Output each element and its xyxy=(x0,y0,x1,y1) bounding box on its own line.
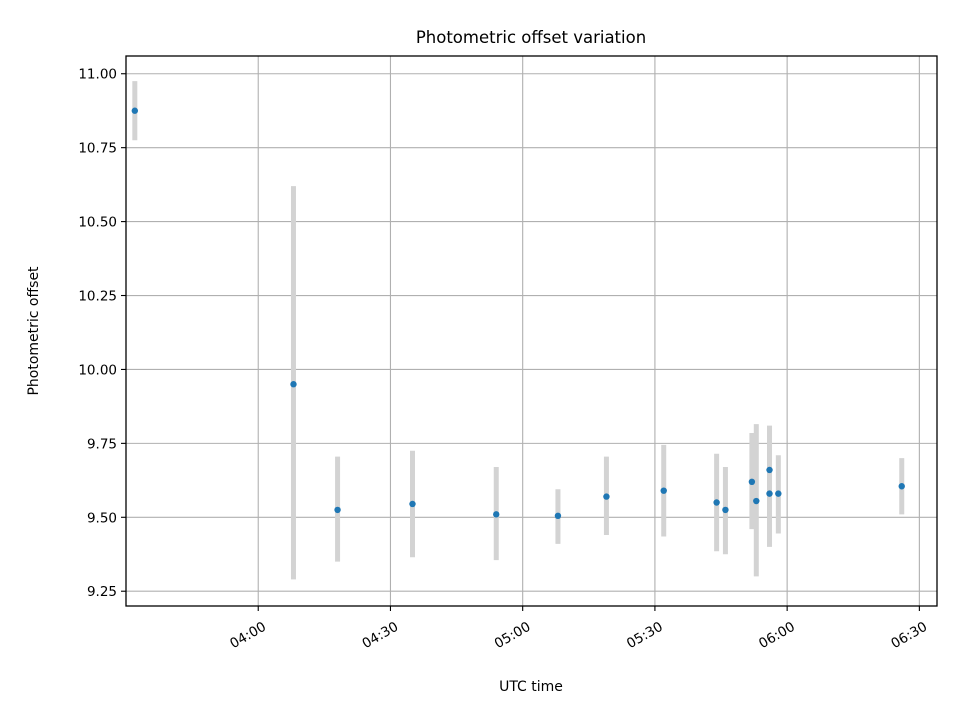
data-point xyxy=(722,506,729,514)
data-point xyxy=(660,487,667,494)
data-point xyxy=(334,506,341,514)
data-point xyxy=(713,499,720,506)
y-tick-label: 11.00 xyxy=(78,67,117,83)
data-point xyxy=(775,490,782,497)
y-tick-label: 10.75 xyxy=(78,141,117,157)
data-point xyxy=(603,493,610,500)
data-point xyxy=(554,512,562,520)
y-tick-label: 9.25 xyxy=(87,584,117,600)
chart-title: Photometric offset variation xyxy=(416,28,646,47)
data-point xyxy=(748,478,756,486)
data-point xyxy=(493,511,500,518)
axes-frame xyxy=(125,55,938,607)
y-tick-label: 9.75 xyxy=(87,436,117,452)
x-axis-label: UTC time xyxy=(499,679,563,695)
data-point xyxy=(131,107,139,114)
y-tick-label: 10.25 xyxy=(78,289,117,305)
data-point xyxy=(753,497,760,505)
data-point xyxy=(766,490,773,497)
data-point xyxy=(766,466,773,474)
y-tick-label: 10.50 xyxy=(78,215,117,231)
data-point xyxy=(898,483,905,490)
y-tick-label: 9.50 xyxy=(87,510,117,526)
y-axis-label: Photometric offset xyxy=(26,266,42,396)
data-point xyxy=(409,500,416,508)
data-point xyxy=(290,381,297,388)
y-tick-label: 10.00 xyxy=(78,362,117,378)
